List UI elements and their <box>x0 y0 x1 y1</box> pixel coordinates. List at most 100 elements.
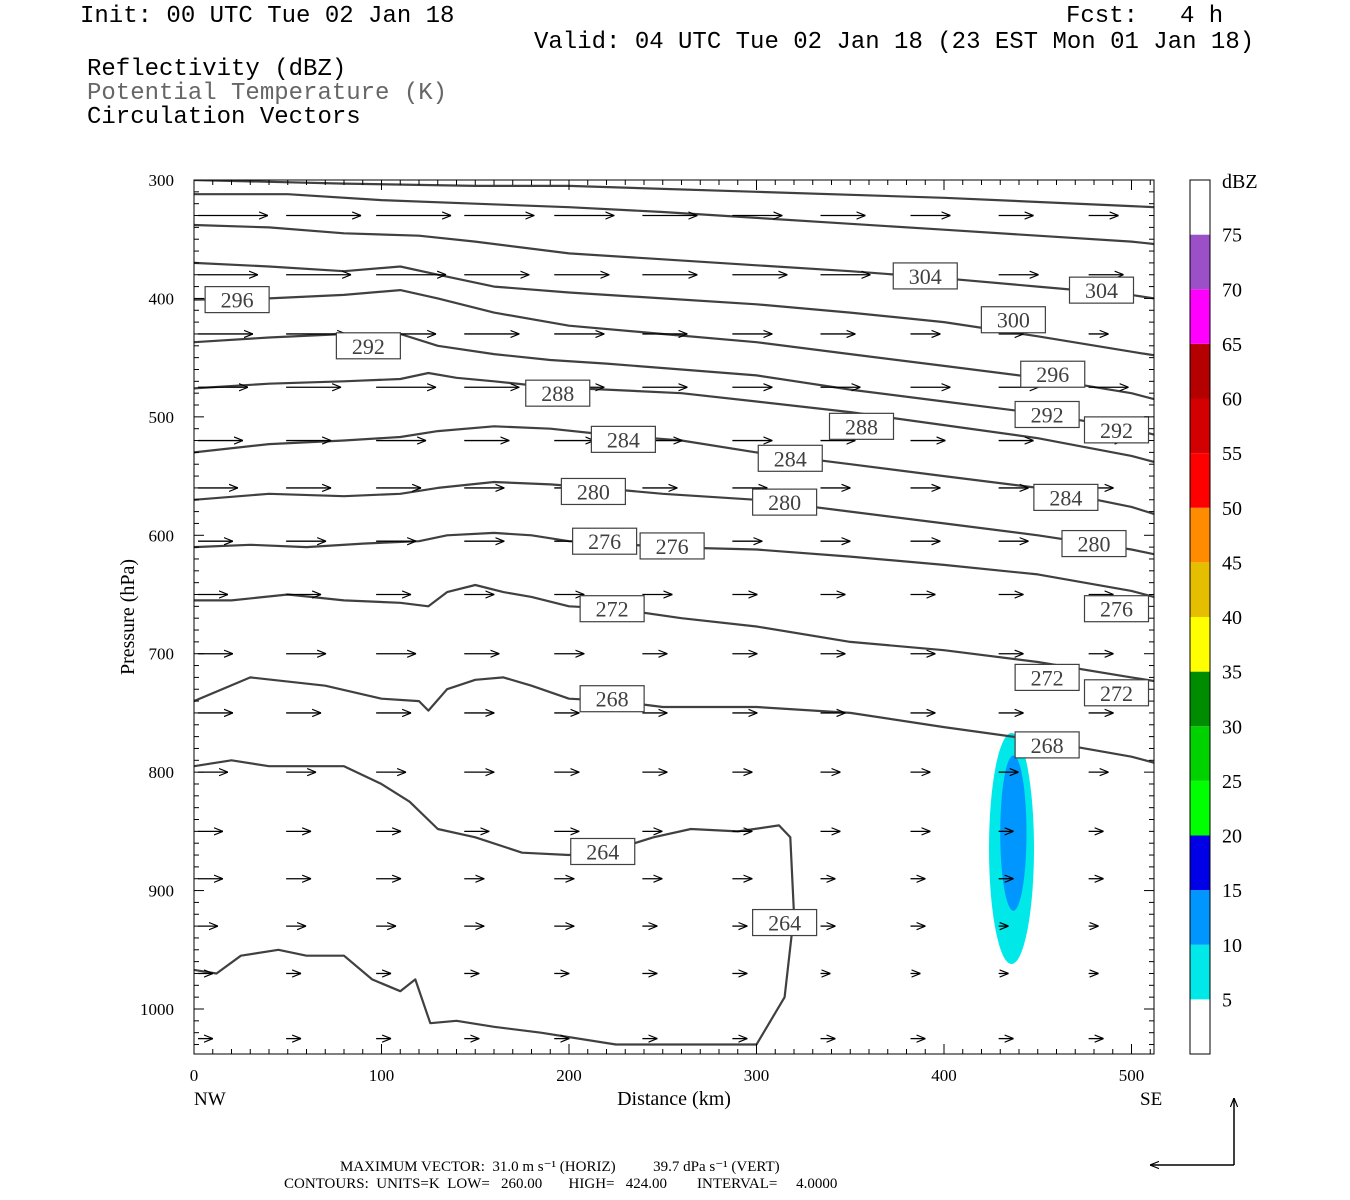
colorbar-level-label: 40 <box>1222 607 1242 629</box>
theta-contour-284 <box>194 425 1154 516</box>
contour-label-box <box>1083 416 1150 444</box>
plot-frame <box>193 179 1155 1055</box>
y-tick-label: 900 <box>149 882 175 901</box>
contour-label-box <box>1033 483 1099 511</box>
colorbar-level-label: 10 <box>1222 935 1242 957</box>
contour-label: 292 <box>1031 402 1064 427</box>
colorbar-level-label: 75 <box>1222 225 1242 247</box>
contour-label: 284 <box>774 446 807 471</box>
valid-time: Valid: 04 UTC Tue 02 Jan 18 (23 EST Mon … <box>534 29 1255 56</box>
colorbar-swatch <box>1190 234 1210 290</box>
contour-label-box <box>892 262 958 290</box>
colorbar-swatch <box>1190 617 1210 672</box>
colorbar-swatch <box>1190 507 1210 563</box>
y-tick-label: 500 <box>149 408 175 427</box>
contour-label: 304 <box>1085 278 1118 303</box>
colorbar-swatch <box>1190 453 1210 508</box>
y-axis-title: Pressure (hPa) <box>117 559 139 675</box>
colorbar-level-label: 5 <box>1222 989 1232 1011</box>
y-tick-label: 600 <box>149 526 175 545</box>
contour-label-box <box>1020 360 1086 388</box>
y-tick-label: 1000 <box>140 1000 174 1019</box>
contour-label: 300 <box>997 308 1030 333</box>
colorbar-level-label: 55 <box>1222 443 1242 465</box>
colorbar-level-label: 20 <box>1222 826 1242 848</box>
colorbar-swatch <box>1190 343 1210 399</box>
contour-label: 272 <box>1031 665 1064 690</box>
y-tick-label: 800 <box>149 763 175 782</box>
contour-label-box <box>570 837 636 866</box>
contour-label: 276 <box>1100 597 1133 622</box>
contour-label: 292 <box>1100 418 1133 443</box>
theta-contour-312 <box>194 180 1154 209</box>
colorbar-level-label: 45 <box>1222 552 1242 574</box>
colorbar-level-label: 15 <box>1222 880 1242 902</box>
contour-label-box <box>1014 400 1080 429</box>
contour-label-box <box>572 527 638 555</box>
contour-label: 272 <box>1100 681 1133 706</box>
contour-label: 264 <box>586 839 619 864</box>
contour-label: 288 <box>845 414 878 439</box>
contour-label-box <box>525 379 591 407</box>
contour-label: 268 <box>596 687 629 712</box>
x-tick-label: 0 <box>190 1066 199 1085</box>
contour-label-box <box>579 595 645 623</box>
colorbar-swatch <box>1190 726 1210 781</box>
x-end-right-label: SE <box>1140 1089 1162 1110</box>
contour-label: 304 <box>909 264 942 289</box>
contour-label: 284 <box>1049 485 1082 510</box>
contour-label-box <box>335 332 401 360</box>
colorbar-swatch <box>1190 780 1210 836</box>
colorbar-swatch <box>1190 562 1210 617</box>
field-potential-temperature: Potential Temperature (K) <box>87 80 448 107</box>
theta-contour-288 <box>194 371 1154 463</box>
colorbar-level-label: 70 <box>1222 279 1242 301</box>
contour-label: 276 <box>588 529 621 554</box>
contour-label: 296 <box>221 288 254 313</box>
colorbar-level-label: 50 <box>1222 498 1242 520</box>
contour-label-box <box>980 306 1046 334</box>
contour-label-box <box>579 685 645 713</box>
x-tick-label: 400 <box>931 1066 957 1085</box>
contours-note: CONTOURS: UNITS=K LOW= 260.00 HIGH= 424.… <box>284 1176 838 1192</box>
colorbar-level-label: 35 <box>1222 662 1242 684</box>
colorbar-swatch <box>1190 671 1210 727</box>
contour-label: 280 <box>768 490 801 515</box>
contour-label-box <box>560 477 626 506</box>
colorbar-level-label: 25 <box>1222 771 1242 793</box>
contour-label-box <box>590 425 656 453</box>
x-tick-label: 200 <box>556 1066 582 1085</box>
contour-label: 280 <box>577 479 610 504</box>
contour-label-box <box>1083 679 1150 707</box>
theta-contour-268 <box>194 676 1154 764</box>
x-tick-label: 100 <box>369 1066 395 1085</box>
field-reflectivity: Reflectivity (dBZ) <box>87 56 347 83</box>
colorbar-unit: dBZ <box>1222 171 1258 193</box>
colorbar-level-label: 60 <box>1222 389 1242 411</box>
y-tick-label: 400 <box>149 289 175 308</box>
theta-contour-304 <box>194 223 1154 300</box>
theta-contour-272 <box>194 583 1154 683</box>
contour-label-box <box>1068 276 1135 304</box>
x-tick-label: 500 <box>1119 1066 1145 1085</box>
colorbar-level-label: 65 <box>1222 334 1242 356</box>
contour-label-box <box>828 412 895 440</box>
contour-label: 276 <box>656 534 689 559</box>
theta-contour-308 <box>194 193 1154 246</box>
x-axis-title: Distance (km) <box>617 1088 731 1110</box>
contour-label: 272 <box>596 597 629 622</box>
field-circulation-vectors: Circulation Vectors <box>87 104 361 131</box>
contour-label: 284 <box>607 427 640 452</box>
init-time: Init: 00 UTC Tue 02 Jan 18 <box>80 3 455 30</box>
contour-label-box <box>752 908 818 937</box>
contour-label: 268 <box>1031 733 1064 758</box>
colorbar-swatch <box>1190 289 1210 344</box>
forecast-hour: 4 h <box>1180 3 1224 30</box>
contour-label: 264 <box>768 911 801 936</box>
contour-label-box <box>204 286 270 314</box>
contour-label-box <box>752 488 818 516</box>
contour-label: 292 <box>352 334 385 359</box>
reflectivity-10dbz-cell <box>1000 755 1027 911</box>
theta-contour-264 <box>194 759 796 1046</box>
y-tick-label: 700 <box>149 645 175 664</box>
